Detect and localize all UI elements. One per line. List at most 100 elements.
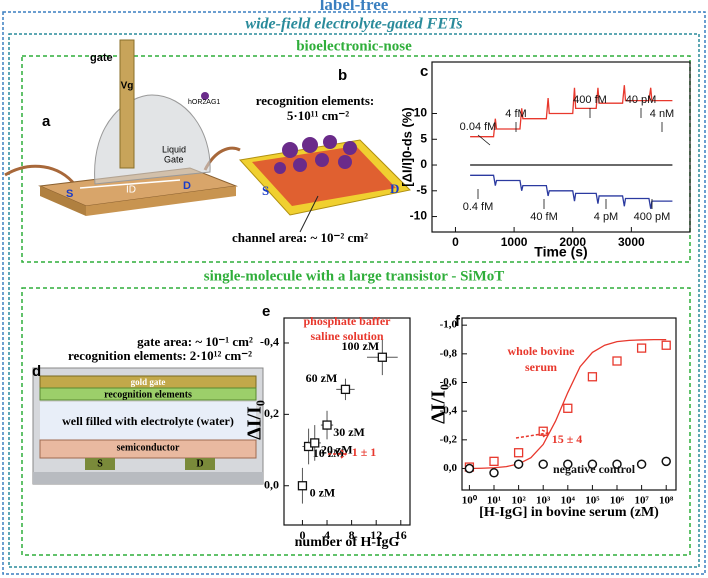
frame-fet [8,33,700,568]
panel-d-illustration [32,367,264,485]
annotation: 0.04 fM [460,121,497,133]
x-tick-label: 3000 [618,235,645,249]
label: ID [126,185,136,196]
point [538,459,548,469]
label: S [97,458,103,469]
panel-b-illustration [201,92,412,233]
x-tick-label: 10⁷ [634,495,649,507]
point-label: 0 zM [310,485,336,499]
x-tick-label: 10³ [536,495,551,507]
label: recognition elements: 2·10¹² cm⁻² [68,348,252,363]
annotation: 15 ± 4 [552,432,583,446]
panel-letter: d [32,363,41,380]
label: Gate [164,154,184,164]
panel-a-illustration [4,39,241,216]
y-axis-label: ΔI/I₀ [428,384,450,424]
label: S [262,183,269,198]
label: 5·10¹¹ cm⁻² [287,108,349,123]
annotation: phosphate baffer [303,314,391,328]
label: Liquid [162,144,186,154]
point [489,468,499,478]
layer-label: semiconductor [117,442,180,453]
label: hOR2AG1 [188,99,220,106]
series-line [469,338,667,470]
point [513,459,524,469]
point [513,448,524,458]
annotation: saline solution [310,329,383,343]
point [636,343,647,353]
plot-frame [431,61,691,233]
annotation: 4 fM [505,108,526,120]
section-title: single-molecule with a large transistor … [204,268,505,284]
y-axis-label: ΔI/I₀ [244,400,266,440]
panel-letter: e [262,303,270,320]
annotation: 4 pM [594,211,618,223]
point [636,459,647,469]
point-label: 10 zM [313,446,345,460]
subtitle: wide-field electrolyte-gated FETs [245,16,462,33]
x-tick-label: 0 [299,528,305,542]
y-tick-label: -5 [416,183,427,197]
y-tick-label: -1,0 [440,319,458,331]
title: label-free [320,0,389,14]
label: S [66,188,73,200]
y-tick-label: 5 [420,131,427,145]
y-tick-label: 0,2 [264,406,279,420]
x-tick-label: 10⁵ [585,495,600,507]
y-tick-label: -0,4 [440,405,458,417]
label: channel area: ~ 10⁻² cm² [232,230,368,245]
point [587,372,598,382]
point [563,403,573,413]
point [377,352,387,362]
point [340,384,351,395]
point [612,459,622,469]
arrow [328,449,348,459]
x-tick-label: 10⁶ [610,495,625,507]
annotation: 0.4 fM [463,201,494,213]
point-label: 60 zM [306,371,338,385]
y-tick-label: 0,0 [443,462,457,474]
x-tick-label: 10² [511,495,526,507]
x-tick-label: 0 [452,235,459,249]
point [310,438,320,448]
series-line [470,174,673,209]
label: D [390,181,399,196]
point [322,420,332,430]
annotation: 40 pM [626,94,657,106]
y-tick-label: -0,6 [440,376,458,388]
point [297,481,308,491]
plot-frame [283,317,411,526]
x-tick-label: 10⁰ [462,495,478,507]
label: Vg [121,81,134,92]
label: recognition elements: [256,93,375,108]
annotation: 40 fM [530,211,558,223]
y-tick-label: -0,4 [260,335,279,349]
point [661,456,671,467]
point-label: 100 zM [342,339,380,353]
annotation: serum [525,360,557,374]
frame-label-free [2,11,706,575]
panel-letter: f [455,313,461,330]
arrow [477,134,491,146]
x-tick-label: 10⁴ [561,495,576,507]
y-tick-label: -0,2 [440,433,458,445]
annotation: 1 ± 1 [352,445,377,459]
y-tick-label: -0,8 [440,347,458,359]
y-tick-label: -10 [410,209,428,223]
layer-label: gold gate [131,377,166,387]
annotation: whole bovine [507,344,575,358]
y-axis-label: [ΔI/I]0-ds (%) [399,107,414,186]
y-tick-label: 0,0 [264,477,279,491]
x-axis-label: [H-IgG] in bovine serum (zM) [479,505,659,520]
x-tick-label: 16 [395,528,407,542]
x-axis-label: Time (s) [534,244,587,260]
x-tick-label: 12 [370,528,382,542]
panel-letter: c [420,63,428,80]
point [464,463,475,474]
annotation: 400 pM [634,211,671,223]
point [612,356,622,366]
annotation: 4 nM [650,108,674,120]
x-axis-label: number of H-IgG [295,535,400,550]
x-tick-label: 10¹ [487,495,501,507]
